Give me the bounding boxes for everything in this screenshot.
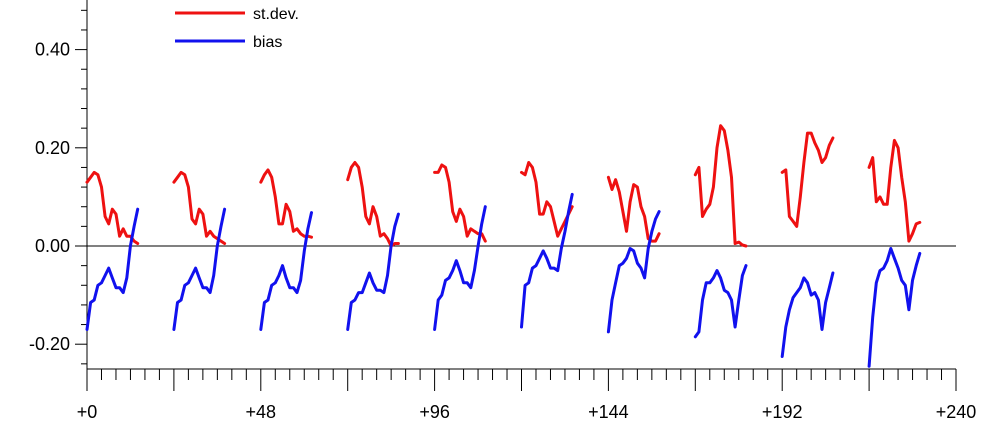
series-line-stdev-8 bbox=[780, 131, 835, 228]
series-line-stdev-2 bbox=[259, 168, 313, 239]
x-tick-label: +48 bbox=[246, 402, 277, 422]
series-line-bias-0 bbox=[85, 207, 140, 331]
series-bias bbox=[85, 192, 922, 368]
series-line-bias-3 bbox=[346, 212, 400, 331]
y-tick-label: 0.00 bbox=[35, 236, 70, 256]
legend: st.dev. bias bbox=[175, 6, 299, 51]
y-tick-label: 0.40 bbox=[35, 40, 70, 60]
series-line-bias-8 bbox=[780, 271, 835, 358]
axes: -0.20 0.00 0.20 0.40 +0 +48 +96 +144 +192 +240 bbox=[29, 0, 976, 422]
y-tick-label: -0.20 bbox=[29, 334, 70, 354]
series-line-stdev-9 bbox=[867, 138, 922, 243]
x-tick-label: +144 bbox=[588, 402, 629, 422]
series-lines bbox=[85, 124, 922, 368]
series-line-bias-4 bbox=[433, 205, 487, 331]
series-line-stdev-1 bbox=[172, 170, 227, 245]
y-tick-label: 0.20 bbox=[35, 138, 70, 158]
x-tick-label: +192 bbox=[762, 402, 803, 422]
series-line-stdev-3 bbox=[346, 161, 400, 248]
x-tick-label: +0 bbox=[77, 402, 98, 422]
series-line-bias-5 bbox=[520, 192, 574, 329]
series-line-bias-9 bbox=[867, 247, 922, 368]
series-line-bias-1 bbox=[172, 207, 227, 331]
x-tick-label: +240 bbox=[936, 402, 977, 422]
series-line-stdev-5 bbox=[520, 161, 574, 238]
series-line-bias-7 bbox=[693, 264, 748, 339]
series-line-stdev-7 bbox=[693, 124, 748, 248]
series-stdev bbox=[85, 124, 922, 248]
legend-label-stdev: st.dev. bbox=[253, 6, 299, 23]
x-tick-label: +96 bbox=[419, 402, 450, 422]
series-line-stdev-4 bbox=[433, 163, 487, 243]
series-line-stdev-0 bbox=[85, 170, 140, 245]
series-line-bias-2 bbox=[259, 211, 313, 331]
series-line-bias-6 bbox=[606, 210, 661, 334]
legend-label-bias: bias bbox=[253, 34, 282, 51]
